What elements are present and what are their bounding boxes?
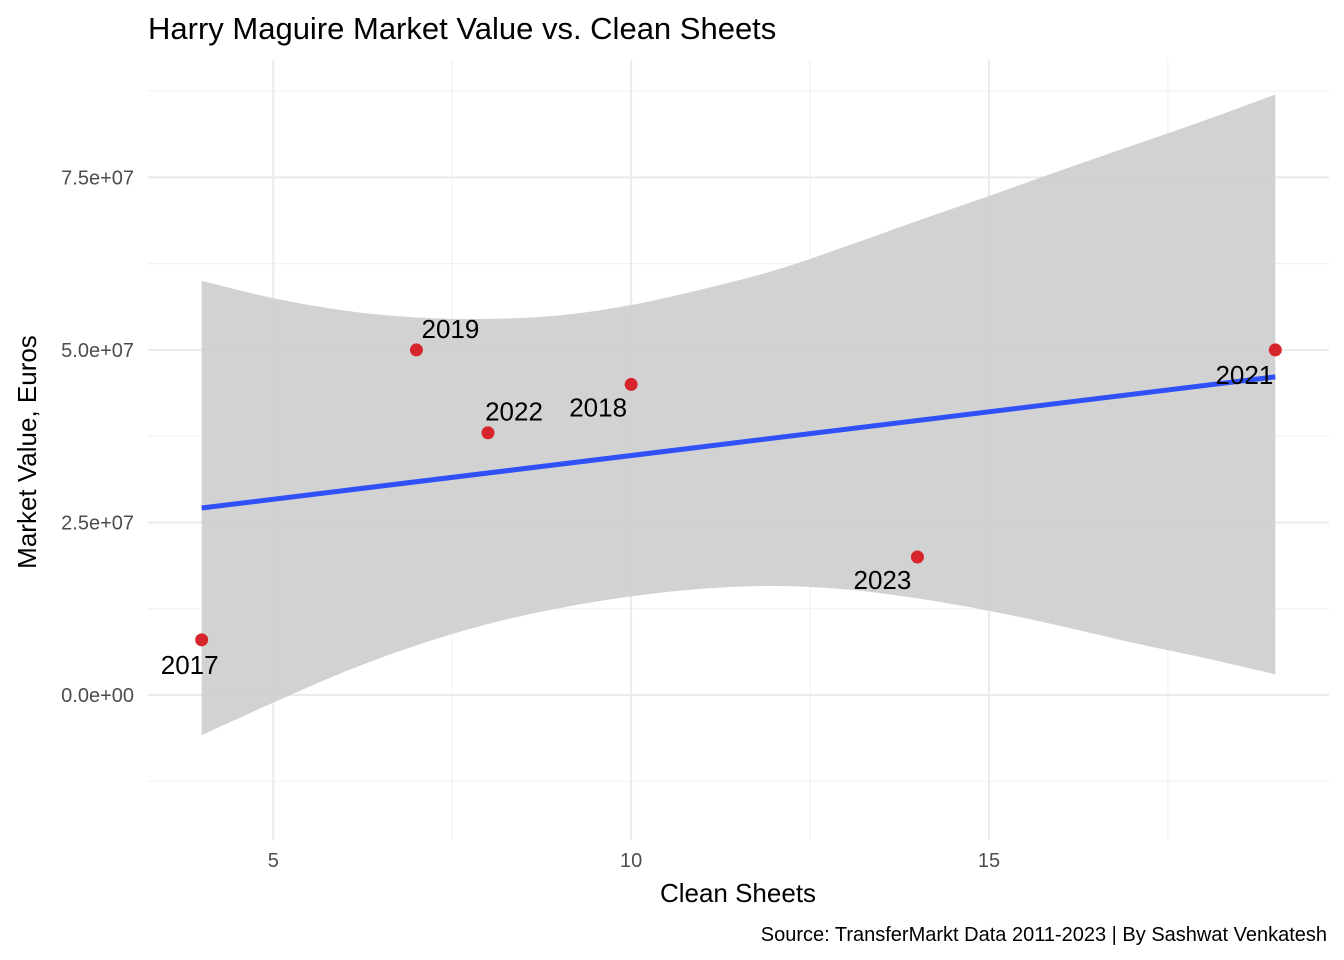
data-points <box>195 343 1282 647</box>
trend-line <box>201 374 1276 511</box>
point-label: 2022 <box>485 397 543 427</box>
data-point <box>481 426 495 440</box>
y-tick-label: 7.5e+07 <box>61 167 134 189</box>
point-labels: 2017 2019 2022 2018 2023 2021 <box>161 314 1274 680</box>
data-point <box>910 550 924 564</box>
y-tick-label: 5.0e+07 <box>61 340 134 362</box>
data-point <box>1268 343 1282 357</box>
y-axis-title: Market Value, Euros <box>12 335 42 569</box>
y-tick-label: 2.5e+07 <box>61 512 134 534</box>
point-label: 2021 <box>1215 360 1273 390</box>
y-axis-tick-labels: 0.0e+00 2.5e+07 5.0e+07 7.5e+07 <box>61 167 134 707</box>
y-tick-label: 0.0e+00 <box>61 685 134 707</box>
x-axis-title: Clean Sheets <box>660 878 816 908</box>
data-point <box>624 377 638 391</box>
chart-caption: Source: TransferMarkt Data 2011-2023 | B… <box>761 924 1327 946</box>
point-label: 2023 <box>854 565 912 595</box>
point-label: 2017 <box>161 650 219 680</box>
data-point <box>195 633 209 647</box>
x-tick-label: 10 <box>620 850 642 872</box>
x-axis-tick-labels: 5 10 15 <box>268 850 1000 872</box>
point-label: 2019 <box>421 314 479 344</box>
chart-title: Harry Maguire Market Value vs. Clean She… <box>148 11 776 46</box>
data-point <box>409 343 423 357</box>
x-tick-label: 5 <box>268 850 279 872</box>
confidence-band <box>201 94 1276 736</box>
point-label: 2018 <box>569 392 627 422</box>
x-tick-label: 15 <box>978 850 1000 872</box>
